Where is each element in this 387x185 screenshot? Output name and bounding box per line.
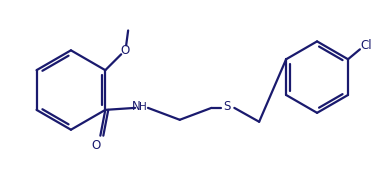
Text: O: O [120,44,130,57]
Text: O: O [92,139,101,152]
Text: N: N [132,100,140,113]
Text: S: S [224,100,231,113]
Text: H: H [139,102,147,112]
Text: Cl: Cl [360,39,372,52]
